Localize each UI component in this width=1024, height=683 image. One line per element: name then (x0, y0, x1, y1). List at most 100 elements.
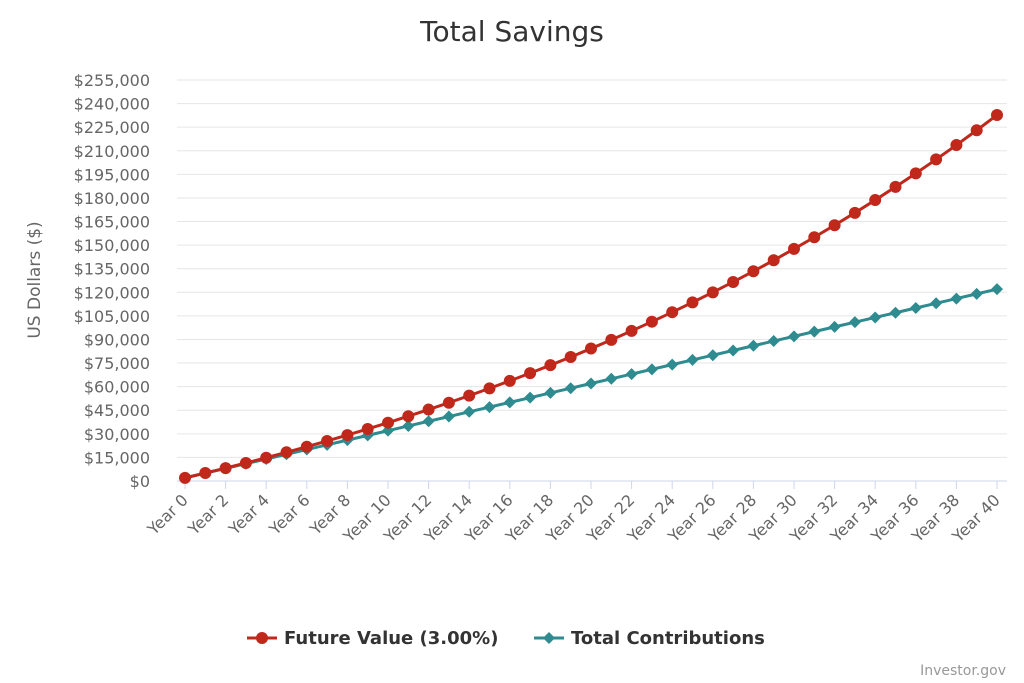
data-point-future-value-3-00[interactable] (382, 416, 394, 429)
data-point-total-contributions[interactable] (524, 391, 537, 404)
data-point-future-value-3-00[interactable] (442, 396, 455, 409)
y-tick-label: $195,000 (74, 165, 150, 184)
data-point-total-contributions[interactable] (970, 287, 983, 300)
legend-marker-future-value (256, 632, 268, 644)
data-point-total-contributions[interactable] (727, 344, 740, 357)
data-point-total-contributions[interactable] (747, 339, 760, 352)
data-point-total-contributions[interactable] (605, 372, 618, 385)
data-point-total-contributions[interactable] (909, 302, 922, 315)
grid-lines (177, 79, 1007, 458)
y-tick-label: $240,000 (74, 95, 150, 114)
data-point-future-value-3-00[interactable] (686, 296, 699, 309)
data-point-future-value-3-00[interactable] (503, 374, 516, 387)
data-point-total-contributions[interactable] (666, 358, 679, 371)
legend-marker-total-contributions (543, 632, 555, 644)
data-point-future-value-3-00[interactable] (239, 456, 252, 469)
data-point-total-contributions[interactable] (848, 316, 861, 329)
data-point-future-value-3-00[interactable] (747, 265, 760, 278)
data-point-future-value-3-00[interactable] (402, 410, 415, 423)
data-point-future-value-3-00[interactable] (422, 403, 435, 416)
data-point-total-contributions[interactable] (788, 330, 800, 343)
data-point-total-contributions[interactable] (402, 419, 415, 432)
data-point-future-value-3-00[interactable] (544, 359, 557, 372)
data-point-future-value-3-00[interactable] (889, 180, 902, 193)
data-point-total-contributions[interactable] (950, 292, 963, 305)
data-point-future-value-3-00[interactable] (300, 440, 313, 453)
data-point-future-value-3-00[interactable] (808, 231, 821, 244)
data-point-future-value-3-00[interactable] (767, 254, 780, 267)
y-tick-label: $15,000 (84, 448, 150, 467)
y-tick-label: $165,000 (74, 213, 150, 232)
data-point-total-contributions[interactable] (625, 368, 638, 381)
y-tick-label: $105,000 (74, 307, 150, 326)
data-point-future-value-3-00[interactable] (930, 153, 943, 166)
data-point-total-contributions[interactable] (442, 410, 455, 423)
data-point-future-value-3-00[interactable] (869, 194, 882, 207)
data-point-future-value-3-00[interactable] (564, 350, 577, 363)
data-point-future-value-3-00[interactable] (909, 167, 922, 180)
data-point-future-value-3-00[interactable] (179, 471, 191, 484)
x-tick-label: Year 0 (143, 490, 192, 539)
data-point-total-contributions[interactable] (991, 283, 1003, 296)
data-point-total-contributions[interactable] (889, 306, 902, 319)
data-point-total-contributions[interactable] (463, 405, 476, 418)
x-tick-label: Year 2 (184, 490, 233, 539)
data-point-future-value-3-00[interactable] (848, 206, 861, 219)
data-point-total-contributions[interactable] (930, 297, 943, 310)
data-point-future-value-3-00[interactable] (280, 446, 293, 459)
y-tick-label: $180,000 (74, 189, 150, 208)
data-point-future-value-3-00[interactable] (605, 333, 618, 346)
legend-item-future-value[interactable]: Future Value (3.00%) (247, 628, 498, 649)
data-point-future-value-3-00[interactable] (321, 434, 334, 447)
y-axis-ticks: $0 $15,000 $30,000 $45,000 $60,000 $75,000 $90… (74, 71, 150, 491)
data-point-future-value-3-00[interactable] (666, 306, 679, 319)
data-point-future-value-3-00[interactable] (260, 451, 273, 464)
data-point-total-contributions[interactable] (544, 386, 557, 399)
y-tick-label: $30,000 (84, 425, 150, 444)
y-tick-label: $255,000 (74, 71, 150, 90)
data-point-total-contributions[interactable] (483, 401, 496, 414)
data-point-future-value-3-00[interactable] (970, 124, 983, 137)
credit-link[interactable]: Investor.gov (920, 663, 1006, 679)
data-point-future-value-3-00[interactable] (585, 342, 597, 355)
data-point-future-value-3-00[interactable] (828, 219, 841, 232)
data-point-future-value-3-00[interactable] (199, 467, 212, 480)
data-point-future-value-3-00[interactable] (727, 275, 740, 288)
data-point-total-contributions[interactable] (422, 415, 435, 428)
data-point-future-value-3-00[interactable] (361, 422, 374, 435)
data-point-future-value-3-00[interactable] (524, 367, 537, 380)
data-point-total-contributions[interactable] (645, 363, 658, 376)
data-point-future-value-3-00[interactable] (991, 109, 1003, 122)
data-point-total-contributions[interactable] (767, 335, 780, 348)
data-point-total-contributions[interactable] (564, 382, 577, 395)
series-line-future-value-3-00 (183, 113, 999, 480)
data-point-total-contributions[interactable] (686, 353, 699, 366)
data-point-total-contributions[interactable] (808, 325, 821, 338)
series-plot (179, 109, 1003, 484)
data-point-total-contributions[interactable] (869, 311, 882, 324)
data-point-future-value-3-00[interactable] (625, 324, 638, 337)
legend-item-total-contributions[interactable]: Total Contributions (534, 628, 765, 649)
data-point-future-value-3-00[interactable] (788, 242, 800, 255)
y-tick-label: $0 (130, 472, 150, 491)
x-tick-label: Year 6 (265, 490, 314, 539)
data-point-future-value-3-00[interactable] (219, 462, 232, 475)
legend: Future Value (3.00%) Total Contributions (247, 628, 765, 649)
data-point-future-value-3-00[interactable] (483, 382, 496, 395)
data-point-total-contributions[interactable] (828, 320, 841, 333)
y-tick-label: $150,000 (74, 236, 150, 255)
y-tick-label: $60,000 (84, 378, 150, 397)
data-point-future-value-3-00[interactable] (341, 429, 354, 442)
chart-title: Total Savings (419, 15, 604, 48)
y-tick-label: $135,000 (74, 260, 150, 279)
y-tick-label: $90,000 (84, 330, 150, 349)
data-point-future-value-3-00[interactable] (706, 286, 719, 299)
data-point-future-value-3-00[interactable] (950, 139, 963, 152)
data-point-future-value-3-00[interactable] (463, 389, 476, 402)
data-point-total-contributions[interactable] (585, 377, 597, 390)
data-point-total-contributions[interactable] (706, 349, 719, 362)
data-point-total-contributions[interactable] (503, 396, 516, 409)
y-axis-label: US Dollars ($) (25, 221, 45, 338)
data-point-future-value-3-00[interactable] (645, 315, 658, 328)
